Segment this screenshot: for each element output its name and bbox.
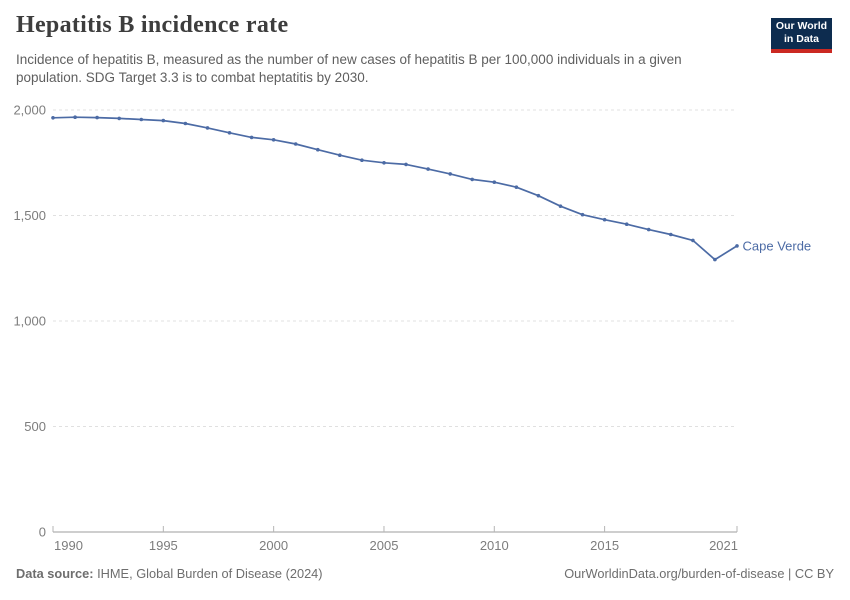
data-source-label: Data source:	[16, 566, 94, 581]
data-point[interactable]	[227, 131, 232, 135]
data-point[interactable]	[51, 116, 55, 120]
data-point[interactable]	[161, 118, 166, 123]
x-axis-label: 1995	[149, 538, 178, 553]
data-line[interactable]	[52, 116, 738, 261]
data-point[interactable]	[73, 115, 77, 119]
chart-footer: Data source: IHME, Global Burden of Dise…	[16, 566, 834, 581]
data-point[interactable]	[382, 161, 386, 165]
data-point[interactable]	[316, 147, 320, 152]
data-point[interactable]	[271, 138, 276, 142]
y-axis-label: 1,500	[13, 208, 46, 223]
data-point[interactable]	[624, 222, 629, 226]
credit-link[interactable]: OurWorldinData.org/burden-of-disease | C…	[564, 566, 834, 581]
line-chart[interactable]: 0 500 1,000 1,500 2,000 1990 1995 2000 2005 2010 2…	[0, 95, 850, 570]
data-point[interactable]	[492, 180, 497, 184]
data-point[interactable]	[514, 185, 519, 189]
data-source-value: IHME, Global Burden of Disease (2024)	[93, 566, 323, 581]
data-point[interactable]	[470, 177, 475, 182]
data-point[interactable]	[338, 153, 342, 157]
owid-logo[interactable]: Our World in Data	[771, 18, 832, 53]
x-axis-label: 2010	[480, 538, 509, 553]
data-source: Data source: IHME, Global Burden of Dise…	[16, 566, 323, 581]
data-point[interactable]	[448, 172, 453, 176]
chart-subtitle: Incidence of hepatitis B, measured as th…	[16, 52, 682, 85]
x-axis-label: 1990	[54, 538, 83, 553]
x-axis-label: 2005	[370, 538, 399, 553]
owid-logo-box: Our World in Data	[771, 18, 832, 49]
data-point[interactable]	[117, 116, 121, 121]
data-point[interactable]	[691, 238, 695, 243]
data-point[interactable]	[713, 257, 717, 262]
data-point[interactable]	[558, 204, 563, 208]
y-axis-label: 2,000	[13, 103, 46, 118]
owid-logo-line1: Our World	[775, 20, 828, 32]
data-point[interactable]	[293, 142, 298, 146]
data-point[interactable]	[536, 193, 541, 198]
data-point[interactable]	[426, 167, 430, 171]
data-point[interactable]	[95, 115, 99, 120]
x-axis-label: 2015	[590, 538, 619, 553]
data-point[interactable]	[646, 227, 651, 232]
data-point[interactable]	[580, 212, 585, 217]
data-point[interactable]	[139, 117, 144, 122]
data-point[interactable]	[602, 217, 607, 222]
y-axis-label: 500	[24, 419, 46, 434]
data-point[interactable]	[183, 121, 188, 126]
data-point[interactable]	[735, 244, 739, 248]
x-axis-label: 2021	[709, 538, 738, 553]
x-axis-label: 2000	[259, 538, 288, 553]
owid-logo-line2: in Data	[783, 33, 819, 45]
page-title: Hepatitis B incidence rate	[16, 12, 289, 38]
data-point[interactable]	[360, 158, 364, 162]
data-point[interactable]	[404, 162, 408, 167]
entity-label: Cape Verde	[743, 238, 812, 253]
data-point[interactable]	[249, 135, 254, 140]
y-axis-label: 0	[39, 525, 46, 540]
owid-logo-red-bar	[771, 49, 832, 53]
data-point[interactable]	[669, 232, 673, 237]
data-point[interactable]	[205, 126, 210, 130]
y-axis-label: 1,000	[13, 314, 46, 329]
